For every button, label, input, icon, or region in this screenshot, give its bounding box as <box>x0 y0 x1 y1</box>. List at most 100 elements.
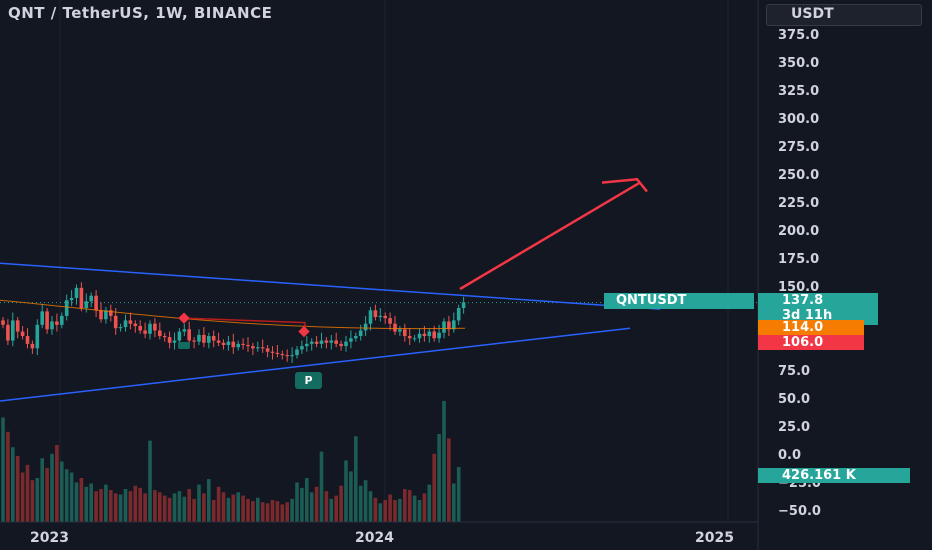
volume-bar <box>94 491 98 522</box>
candle-body <box>11 320 15 341</box>
candle-body <box>461 302 466 309</box>
candle-body <box>368 310 373 324</box>
volume-bar <box>216 486 221 522</box>
volume-bar <box>138 487 142 522</box>
volume-bar <box>202 493 206 522</box>
volume-bar <box>383 500 387 522</box>
volume-bar <box>447 438 451 522</box>
candle-body <box>197 334 201 342</box>
y-tick-label: 350.0 <box>778 56 820 71</box>
volume-bar <box>368 491 373 522</box>
volume-bar <box>211 500 216 522</box>
volume-bar <box>280 504 285 522</box>
grid <box>0 0 758 522</box>
candle-body <box>300 346 304 350</box>
candle-body <box>148 323 152 334</box>
volume-bar <box>407 490 412 522</box>
y-tick-label: 200.0 <box>778 224 820 239</box>
candle-body <box>172 340 177 343</box>
candle-body <box>251 346 255 349</box>
volume-bar <box>378 503 383 522</box>
volume-bar <box>236 492 240 522</box>
volume-bar <box>118 494 123 522</box>
candle-body <box>285 355 289 357</box>
candle-body <box>314 341 319 344</box>
candle-body <box>412 338 417 340</box>
volume-bar <box>177 491 182 522</box>
y-tick-label: 375.0 <box>778 28 820 43</box>
volume-bar <box>60 461 64 522</box>
candle-body <box>182 329 187 332</box>
candle-body <box>15 320 20 332</box>
volume-bar <box>113 493 118 522</box>
candle-body <box>452 320 456 330</box>
candle-body <box>324 340 329 343</box>
moving-average-line <box>0 299 466 330</box>
diamond-marker <box>298 325 310 338</box>
candle-body <box>334 340 338 344</box>
candle-body <box>407 336 412 339</box>
candle-body <box>329 340 334 343</box>
pattern-marker[interactable]: P <box>295 372 322 389</box>
candle-body <box>69 297 74 301</box>
candle-body <box>84 301 89 309</box>
y-tick-label: 50.0 <box>778 392 811 407</box>
candle-body <box>187 329 191 341</box>
countdown: 3d 11h <box>782 308 833 323</box>
candles <box>1 282 466 363</box>
candle-body <box>45 311 49 330</box>
y-tick-label: 150.0 <box>778 280 820 295</box>
volume-bar <box>358 485 363 522</box>
volume-bar <box>260 502 265 522</box>
volume-bar <box>452 483 456 522</box>
volume-bar <box>162 495 167 522</box>
candle-body <box>30 343 35 349</box>
candle-body <box>383 315 387 319</box>
candle-body <box>138 325 142 331</box>
currency-selector[interactable]: USDT <box>766 4 922 26</box>
volume-bar <box>349 471 353 522</box>
volume-bar <box>45 468 49 522</box>
volume-bar <box>167 497 172 522</box>
volume-bar <box>79 478 84 522</box>
candle-body <box>94 295 98 311</box>
volume-bar <box>221 492 226 522</box>
volume-bar <box>6 431 10 522</box>
candle-body <box>6 324 10 341</box>
volume-bar <box>182 496 187 522</box>
candle-body <box>202 334 206 343</box>
candle-body <box>177 331 182 341</box>
volume-bar <box>109 490 113 522</box>
volume-bar <box>319 451 324 522</box>
volume-bar <box>123 489 128 522</box>
volume-bar <box>398 498 402 522</box>
volume-bar <box>89 483 93 522</box>
projection-arrow-shaft <box>459 181 641 291</box>
volume-bar <box>74 482 79 522</box>
candle-body <box>427 331 432 337</box>
volume-bar <box>285 502 289 522</box>
candle-body <box>354 336 358 339</box>
volume-bar <box>427 484 432 522</box>
candle-body <box>55 321 59 325</box>
volume-bar <box>363 480 368 522</box>
volume-bar <box>226 497 231 522</box>
volume-bar <box>354 436 358 522</box>
volume-bar <box>334 495 338 522</box>
candle-body <box>211 336 216 341</box>
red-level-label: 106.0 <box>758 335 864 350</box>
candle-body <box>50 321 54 330</box>
candle-body <box>99 310 103 320</box>
candle-body <box>349 338 353 342</box>
volume-bar <box>69 472 74 522</box>
volume-bar <box>388 494 392 522</box>
volume-bar <box>324 491 329 522</box>
y-tick-label: 300.0 <box>778 112 820 127</box>
volume-bar <box>373 497 378 522</box>
volume-bar <box>442 401 446 522</box>
candle-body <box>158 330 162 337</box>
candle-body <box>153 323 157 331</box>
candle-body <box>226 341 231 345</box>
last-price: 137.8 <box>782 293 824 308</box>
